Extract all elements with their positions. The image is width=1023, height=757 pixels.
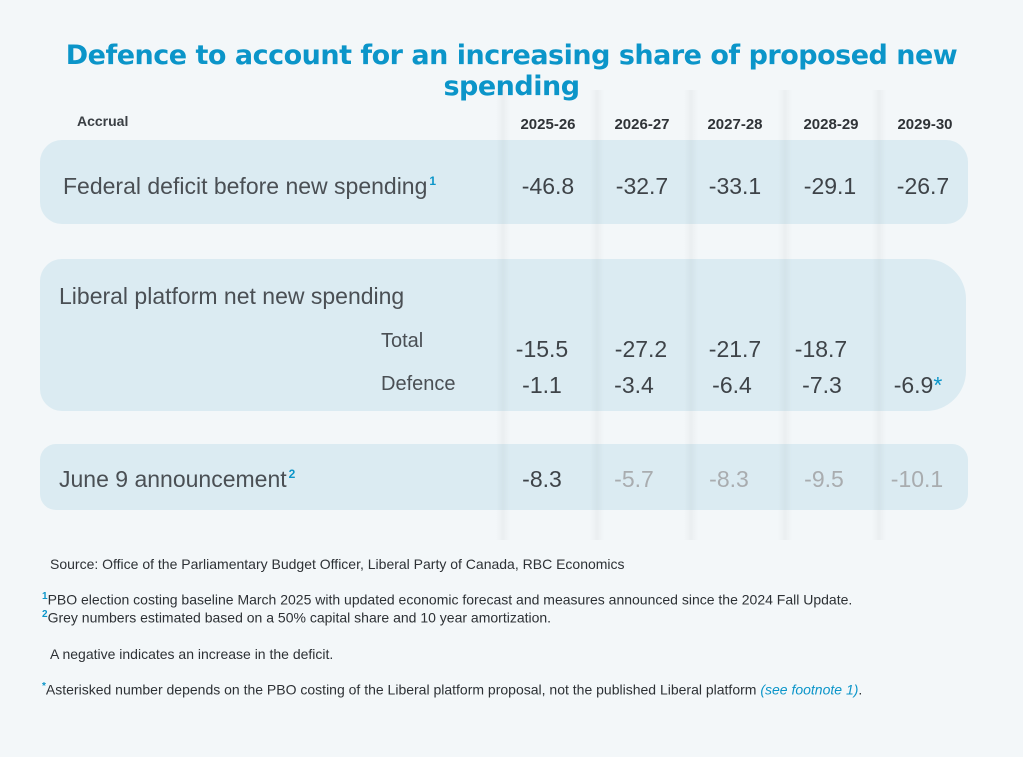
footnote-2: 2Grey numbers estimated based on a 50% c… bbox=[42, 609, 552, 626]
year-header: 2025-26 bbox=[520, 116, 576, 133]
june9-band bbox=[40, 444, 968, 510]
year-header: 2027-28 bbox=[707, 116, 763, 133]
june9-label: June 9 announcement 2 bbox=[59, 466, 296, 492]
defence-value: -6.4 bbox=[712, 372, 752, 398]
june9-value: -8.3 bbox=[522, 466, 562, 492]
federal-deficit-value: -46.8 bbox=[521, 173, 575, 199]
federal-deficit-value: -29.1 bbox=[803, 173, 857, 199]
defence-value: -1.1 bbox=[522, 372, 562, 398]
source-note: Source: Office of the Parliamentary Budg… bbox=[50, 556, 625, 572]
total-value: -18.7 bbox=[794, 336, 848, 362]
federal-deficit-label: Federal deficit before new spending 1 bbox=[63, 173, 437, 199]
defence-value: -3.4 bbox=[614, 372, 654, 398]
asterisk-note: *Asterisked number depends on the PBO co… bbox=[42, 681, 863, 698]
year-header: 2029-30 bbox=[897, 116, 953, 133]
total-label: Total bbox=[381, 330, 424, 352]
footnote-marker: 2 bbox=[288, 467, 296, 482]
see-footnote-link[interactable]: (see footnote 1) bbox=[760, 681, 859, 698]
footnote-marker: 1 bbox=[429, 174, 437, 189]
defence-value: -7.3 bbox=[802, 372, 842, 398]
june9-value-estimated: -8.3 bbox=[709, 466, 749, 492]
asterisk-marker: * bbox=[933, 372, 943, 398]
footnote-1: 1PBO election costing baseline March 202… bbox=[42, 591, 853, 608]
page-title: Defence to account for an increasing sha… bbox=[65, 40, 958, 102]
year-header: 2026-27 bbox=[614, 116, 670, 133]
federal-deficit-value: -26.7 bbox=[896, 173, 950, 199]
june9-value-estimated: -9.5 bbox=[804, 466, 844, 492]
liberal-platform-band bbox=[40, 259, 966, 411]
basis-label: Accrual bbox=[77, 113, 129, 129]
defence-value-asterisked: -6.9* bbox=[893, 372, 943, 398]
federal-deficit-value: -33.1 bbox=[708, 173, 762, 199]
federal-deficit-value: -32.7 bbox=[615, 173, 669, 199]
defence-label: Defence bbox=[381, 373, 456, 395]
liberal-platform-label: Liberal platform net new spending bbox=[59, 283, 405, 309]
negative-note: A negative indicates an increase in the … bbox=[50, 646, 334, 662]
total-value: -27.2 bbox=[614, 336, 668, 362]
june9-value-estimated: -5.7 bbox=[614, 466, 654, 492]
federal-deficit-band bbox=[40, 140, 968, 224]
total-value: -21.7 bbox=[708, 336, 762, 362]
total-value: -15.5 bbox=[515, 336, 569, 362]
year-header: 2028-29 bbox=[803, 116, 859, 133]
june9-value-estimated: -10.1 bbox=[890, 466, 944, 492]
